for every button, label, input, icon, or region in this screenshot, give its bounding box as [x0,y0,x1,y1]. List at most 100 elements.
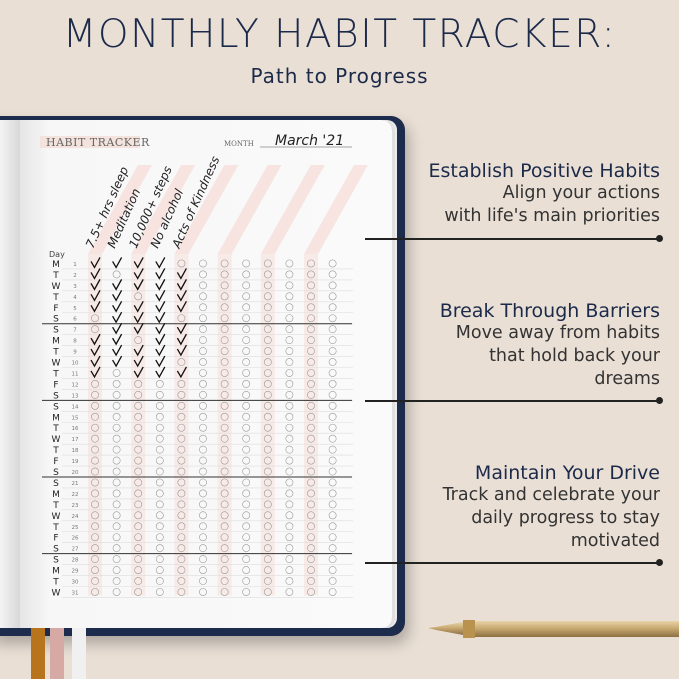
feature-line: that hold back your [489,346,660,366]
empty-circle [285,358,294,366]
empty-circle [242,511,251,520]
empty-circle [220,489,229,498]
empty-circle [220,588,229,596]
bookmark-ribbon-white [72,628,86,679]
empty-circle [134,434,143,443]
empty-circle [112,412,121,421]
weekday-letter: S [53,402,59,412]
empty-circle [155,390,164,399]
empty-circle [177,380,186,388]
empty-circle [199,380,207,388]
empty-circle [199,259,207,268]
empty-circle [155,445,164,454]
weekday-letter: T [52,348,59,358]
empty-circle [199,456,207,465]
feature-block: Break Through Barriers Move away from hab… [440,300,660,391]
empty-circle [307,434,315,443]
empty-circle [263,577,272,585]
empty-circle [263,544,272,553]
empty-circle [134,478,143,487]
check-mark [176,366,187,379]
empty-circle [328,380,337,388]
feature-heading: Break Through Barriers [439,300,660,322]
check-mark [155,290,166,302]
empty-circle [328,401,337,410]
empty-circle [199,423,207,432]
check-mark [133,257,144,269]
empty-circle [285,511,294,520]
empty-circle [263,434,272,443]
empty-circle [242,533,251,542]
empty-circle [242,412,251,421]
empty-circle [199,445,207,454]
check-mark [176,279,187,291]
empty-circle [307,478,315,487]
day-number: 31 [72,590,79,596]
empty-circle [263,533,272,542]
weekday-letter: M [52,490,60,500]
empty-circle [134,467,143,476]
check-mark [155,300,166,313]
day-number: 18 [72,448,79,454]
empty-circle [177,259,186,268]
empty-circle [242,577,251,585]
empty-circle [328,336,337,345]
day-number: 22 [72,492,79,498]
empty-circle [242,522,251,531]
check-mark [90,279,101,291]
check-mark [90,300,101,313]
empty-circle [91,478,99,487]
empty-circle [220,445,229,454]
empty-circle [263,336,272,345]
weekday-letter: T [52,424,59,434]
pen-image [428,620,679,638]
empty-circle [285,555,294,564]
empty-circle [220,467,229,476]
empty-circle [199,401,207,410]
check-mark [176,322,187,335]
empty-circle [263,588,272,596]
day-number: 17 [72,437,79,443]
check-mark [155,333,166,346]
empty-circle [307,522,315,531]
empty-circle [263,522,272,531]
empty-circle [199,412,207,421]
empty-circle [242,259,251,268]
empty-circle [328,456,337,465]
empty-circle [285,588,294,596]
empty-circle [155,511,164,520]
empty-circle [220,292,229,301]
empty-circle [112,566,121,574]
empty-circle [285,401,294,410]
empty-circle [199,347,207,355]
empty-circle [307,533,315,542]
day-number: 29 [72,569,79,575]
check-mark [90,257,101,269]
check-mark [155,279,166,291]
empty-circle [328,555,337,564]
empty-circle [134,511,143,520]
day-number: 14 [72,404,79,410]
empty-circle [307,500,315,509]
column-stripe [131,254,146,596]
empty-circle [242,292,251,301]
empty-circle [199,281,207,290]
check-mark [90,290,101,302]
empty-circle [220,533,229,542]
check-mark [133,311,144,324]
empty-circle [285,445,294,454]
empty-circle [91,445,99,454]
weekday-letter: S [53,556,59,566]
column-stripe [88,254,102,596]
check-mark [133,268,144,280]
empty-circle [112,434,121,443]
empty-circle [285,336,294,345]
empty-circle [177,588,186,596]
empty-circle [155,489,164,498]
empty-circle [328,347,337,355]
empty-circle [307,445,315,454]
check-mark [133,300,144,313]
check-mark [176,268,187,280]
empty-circle [177,467,186,476]
empty-circle [328,270,337,279]
